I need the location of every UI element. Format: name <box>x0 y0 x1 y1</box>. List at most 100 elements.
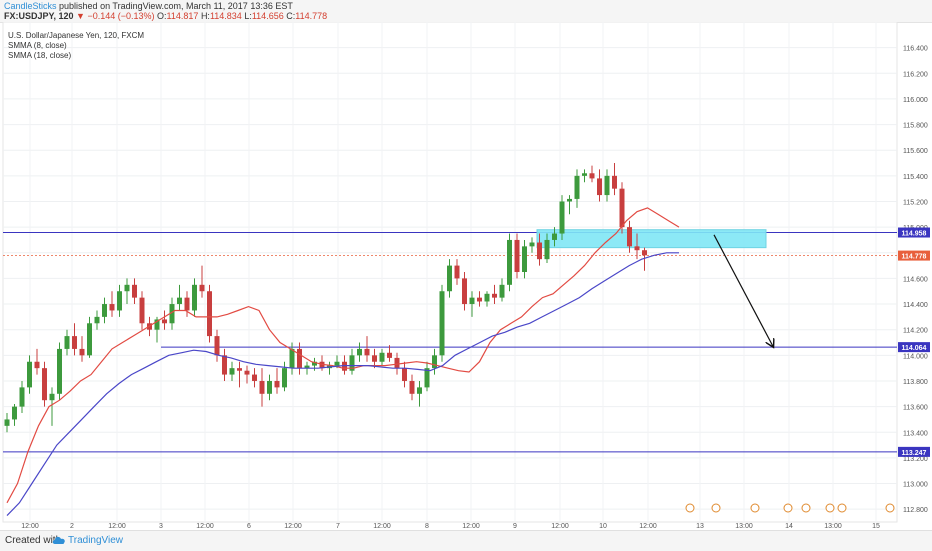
y-tick-label: 116.400 <box>903 46 928 53</box>
candle-body <box>319 361 325 369</box>
candle-body <box>514 239 520 272</box>
candle-body <box>94 316 100 324</box>
candle-body <box>19 387 25 407</box>
event-icon[interactable] <box>885 503 895 513</box>
footer: Created with TradingView <box>0 530 932 551</box>
candle-body <box>274 380 280 388</box>
smma-8-line <box>6 207 680 504</box>
candle-body <box>109 304 115 311</box>
candle-body <box>154 319 160 330</box>
event-icon[interactable] <box>801 503 811 513</box>
candle-body <box>507 239 512 285</box>
candle-body <box>12 406 17 420</box>
candle-body <box>379 352 385 362</box>
candle-body <box>492 293 497 298</box>
y-tick-label: 116.000 <box>903 97 928 104</box>
y-tick-label: 115.200 <box>903 199 928 206</box>
candle-body <box>139 297 145 324</box>
current-price-badge-bg <box>898 250 930 261</box>
x-tick-label: 6 <box>247 523 251 530</box>
time-axis[interactable]: 12:00 2 12:00 3 12:00 6 12:00 7 12:00 8 12:00 9 12:0… <box>21 523 880 530</box>
level-badge: 113.247 <box>902 450 927 457</box>
candle-body <box>582 173 587 176</box>
event-icon[interactable] <box>825 503 835 513</box>
price-change: ▼ −0.144 (−0.13%) <box>76 11 155 21</box>
candle-body <box>267 380 272 394</box>
candle-body <box>417 387 422 394</box>
candle-body <box>42 368 47 401</box>
candle-body <box>304 365 310 369</box>
event-icon[interactable] <box>783 503 793 513</box>
candle-body <box>619 188 625 228</box>
x-tick-label: 13 <box>696 523 704 530</box>
x-tick-label: 12:00 <box>108 523 126 530</box>
y-tick-label: 115.600 <box>903 148 928 155</box>
candle-body <box>72 336 77 349</box>
x-tick-label: 12:00 <box>21 523 39 530</box>
event-icon[interactable] <box>711 503 721 513</box>
y-tick-label: 113.000 <box>903 482 928 489</box>
level-badge: 114.958 <box>902 231 927 238</box>
level-badge-bg <box>898 342 930 353</box>
candle-body <box>102 304 107 317</box>
candle-body <box>177 297 182 305</box>
candle-body <box>132 284 137 298</box>
x-tick-label: 2 <box>70 523 74 530</box>
y-tick-label: 115.800 <box>903 123 928 130</box>
tradingview-link[interactable]: TradingView <box>68 535 124 546</box>
x-tick-label: 3 <box>159 523 163 530</box>
candle-body <box>87 323 92 356</box>
candle-body <box>439 291 445 356</box>
candle-body <box>214 336 220 356</box>
candle-body <box>499 284 505 298</box>
y-tick-label: 112.800 <box>903 507 928 514</box>
chart-header: CandleSticks published on TradingView.co… <box>0 0 932 23</box>
close-value: 114.778 <box>295 11 328 21</box>
resistance-zone[interactable] <box>536 229 767 249</box>
candle-body <box>289 348 295 369</box>
price-chart[interactable]: U.S. Dollar/Japanese Yen, 120, FXCM SMMA… <box>0 22 932 530</box>
x-tick-label: 12:00 <box>284 523 302 530</box>
event-icon[interactable] <box>685 503 695 513</box>
candle-body <box>634 246 640 251</box>
publish-info: CandleSticks published on TradingView.co… <box>4 1 293 11</box>
x-tick-label: 12:00 <box>551 523 569 530</box>
chart-legend: U.S. Dollar/Japanese Yen, 120, FXCM SMMA… <box>8 31 144 60</box>
price-axis[interactable]: 116.400 116.200 116.000 115.800 115.600 115.4… <box>903 46 928 515</box>
created-with-label: Created with <box>5 535 62 546</box>
candle-body <box>184 297 190 311</box>
y-tick-label: 114.400 <box>903 302 928 309</box>
candle-body <box>477 297 482 302</box>
candle-body <box>447 265 452 292</box>
legend-smma-8: SMMA (8, close) <box>8 41 67 50</box>
candle-body <box>282 368 287 388</box>
event-icon[interactable] <box>837 503 847 513</box>
candle-body <box>237 368 242 371</box>
author-link[interactable]: CandleSticks <box>4 1 57 11</box>
low-value: 114.656 <box>251 11 284 21</box>
y-tick-label: 113.400 <box>903 430 928 437</box>
x-tick-label: 12:00 <box>639 523 657 530</box>
x-tick-label: 14 <box>785 523 793 530</box>
candle-body <box>4 419 10 426</box>
candle-body <box>259 380 265 394</box>
open-value: 114.817 <box>166 11 199 21</box>
x-tick-label: 12:00 <box>196 523 214 530</box>
level-badge: 114.064 <box>902 345 927 352</box>
candle-body <box>372 355 377 362</box>
event-icon[interactable] <box>750 503 760 513</box>
candle-body <box>312 361 317 366</box>
candle-body <box>34 361 40 369</box>
level-badge-bg <box>898 227 930 238</box>
projection-arrow[interactable] <box>713 234 773 347</box>
candle-body <box>64 336 70 349</box>
candle-body <box>394 357 400 369</box>
candle-body <box>334 361 340 366</box>
candle-body <box>469 297 475 305</box>
candle-body <box>117 291 122 311</box>
level-badge-bg <box>898 446 930 457</box>
candle-body <box>409 380 415 394</box>
candle-body <box>229 368 235 375</box>
candle-body <box>537 242 542 260</box>
x-tick-label: 12:00 <box>462 523 480 530</box>
